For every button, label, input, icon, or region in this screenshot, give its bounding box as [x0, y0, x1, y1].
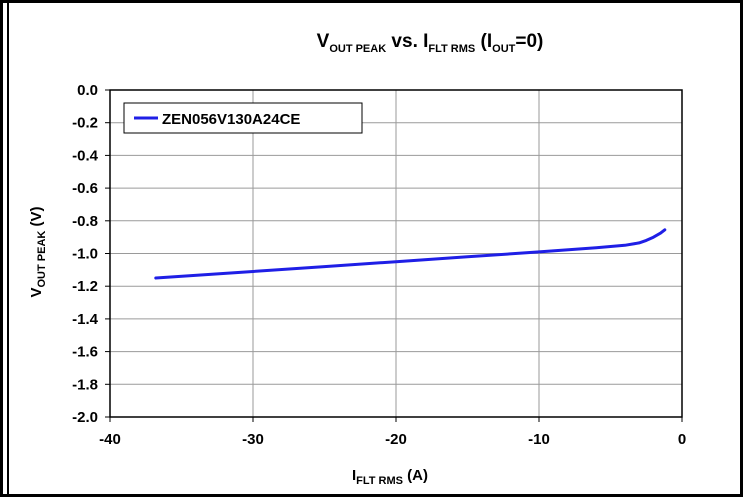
title-mid-sub: FLT RMS: [428, 43, 475, 55]
tick-layer: 0.0 -0.2 -0.4 -0.6 -0.8 -1.0 -1.2 -1.4 -1.6 -1.8 -…: [72, 82, 686, 448]
y-axis-title-main: V: [28, 288, 45, 298]
y-axis-title-sub: OUT PEAK: [36, 231, 48, 288]
x-tick-label: -20: [385, 431, 407, 448]
title-open-sub: OUT: [492, 43, 516, 55]
title-main: V: [317, 31, 330, 52]
y-tick-label: 0.0: [77, 82, 98, 99]
y-tick-label: -1.8: [72, 376, 98, 393]
title-close: =0): [515, 31, 543, 52]
x-tick-label: -40: [99, 431, 121, 448]
series-layer: [154, 228, 667, 280]
y-tick-label: -1.4: [72, 311, 99, 328]
y-tick-label: -1.0: [72, 246, 98, 263]
x-tick-label: -10: [528, 431, 550, 448]
x-axis-title-unit: (A): [403, 467, 428, 484]
y-tick-label: -0.6: [72, 180, 98, 197]
y-axis-title: VOUT PEAK (V): [28, 206, 48, 297]
x-axis-title: IFLT RMS (A): [352, 467, 428, 487]
x-axis-title-sub: FLT RMS: [356, 475, 403, 487]
y-tick-label: -0.8: [72, 213, 98, 230]
y-tick-label: -0.4: [72, 147, 99, 164]
series-line-zen056v130a24ce: [154, 228, 667, 280]
x-tick-label: -30: [242, 431, 264, 448]
title-mid: vs. I: [386, 31, 428, 52]
y-tick-label: -1.6: [72, 344, 98, 361]
legend: ZEN056V130A24CE: [123, 102, 363, 134]
x-axis-title-main: I: [352, 467, 356, 484]
legend-label-zen056v130a24ce: ZEN056V130A24CE: [162, 111, 300, 128]
y-axis-title-unit: (V): [28, 206, 45, 230]
y-tick-label: -1.2: [72, 278, 98, 295]
x-tick-label: 0: [678, 431, 686, 448]
chart-title: VOUT PEAK vs. IFLT RMS (IOUT=0): [317, 31, 544, 55]
title-main-sub: OUT PEAK: [329, 43, 386, 55]
plot-area-border: [109, 89, 683, 418]
y-tick-label: -0.2: [72, 115, 98, 132]
legend-box: [123, 102, 363, 134]
title-open: (I: [475, 31, 492, 52]
y-tick-label: -2.0: [72, 409, 98, 426]
